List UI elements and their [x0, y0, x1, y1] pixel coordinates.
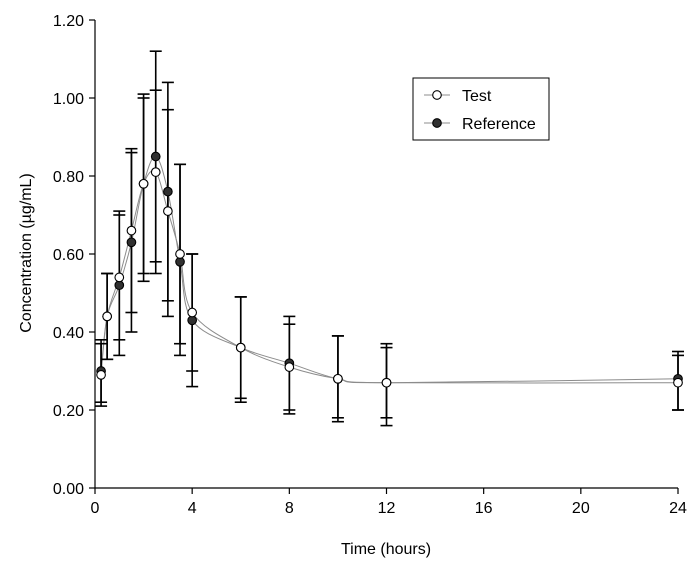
data-point-test [126, 225, 137, 236]
x-tick-label: 4 [188, 500, 197, 517]
legend: Test Reference [412, 77, 550, 141]
legend-label: Reference [462, 116, 536, 133]
data-point-reference [163, 186, 173, 197]
x-axis-title: Time (hours) [341, 541, 431, 558]
series-line-reference [100, 156, 679, 384]
data-point-test [96, 370, 106, 380]
y-tick-label: 0.40 [53, 325, 84, 342]
data-point-test [163, 206, 173, 216]
legend-box [412, 77, 550, 141]
data-point-test [150, 167, 161, 177]
x-tick-label: 24 [669, 500, 687, 517]
y-axis-title: Concentration (µg/mL) [18, 173, 35, 333]
x-tick-label: 12 [378, 500, 396, 517]
data-point-test [284, 362, 295, 372]
x-tick-label: 16 [475, 500, 493, 517]
x-tick-label: 0 [91, 500, 100, 517]
y-tick-label: 0.00 [53, 481, 84, 498]
data-point-test [138, 178, 149, 189]
y-tick-label: 1.00 [53, 91, 84, 108]
series-line-test [100, 170, 679, 384]
legend-label: Test [462, 88, 492, 105]
y-tick-label: 0.20 [53, 403, 84, 420]
data-point-test [333, 373, 343, 384]
axes: 0.00 0.20 0.40 0.60 0.80 1.00 1.20 0 4 8 12 16 20 24 [53, 13, 687, 517]
data-point-test [114, 272, 125, 283]
legend-marker [432, 90, 442, 100]
x-tick-label: 20 [572, 500, 590, 517]
data-point-test [235, 342, 246, 353]
x-tick-label: 8 [285, 500, 294, 517]
series-layer [95, 50, 684, 427]
data-point-test [102, 311, 112, 322]
y-tick-label: 1.20 [53, 13, 84, 30]
data-point-test [175, 249, 185, 259]
data-point-test [187, 307, 198, 318]
data-point-test [381, 377, 392, 388]
legend-marker [432, 118, 442, 128]
y-tick-label: 0.80 [53, 169, 84, 186]
y-tick-label: 0.60 [53, 247, 84, 264]
data-point-test [673, 377, 683, 388]
data-point-reference [150, 151, 161, 162]
data-point-reference [126, 237, 137, 248]
